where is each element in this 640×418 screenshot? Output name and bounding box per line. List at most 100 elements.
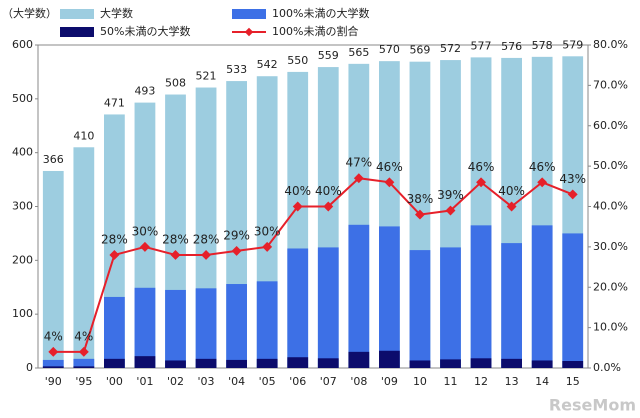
value-label: 39% xyxy=(437,188,464,202)
line-marker xyxy=(384,177,395,188)
x-tick-label: '06 xyxy=(289,375,306,388)
legend-label: 大学数 xyxy=(100,6,133,20)
x-tick-label: '03 xyxy=(198,375,215,388)
legend-label: 100%未満の割合 xyxy=(272,24,358,38)
line-marker xyxy=(567,189,578,200)
value-label: 579 xyxy=(562,38,583,51)
y2-tick-label: 80.0% xyxy=(593,38,628,51)
value-label: 40% xyxy=(284,184,311,198)
bar xyxy=(409,250,431,368)
bar xyxy=(317,247,339,368)
bar xyxy=(470,358,492,368)
value-label: 28% xyxy=(193,232,220,246)
line-marker xyxy=(445,205,456,216)
x-tick-label: '07 xyxy=(320,375,337,388)
bar xyxy=(104,358,125,368)
value-label: 30% xyxy=(254,224,281,238)
x-tick-label: '08 xyxy=(350,375,367,388)
bar xyxy=(379,350,400,368)
y2-tick-label: 30.0% xyxy=(593,240,628,253)
y-axis-label: （大学数） xyxy=(2,6,57,20)
y-tick-label: 100 xyxy=(12,307,33,320)
x-tick-label: '00 xyxy=(106,375,123,388)
value-label: 366 xyxy=(43,153,64,166)
line-marker xyxy=(109,250,120,260)
bar xyxy=(195,288,217,368)
x-tick-label: 13 xyxy=(505,375,519,388)
y-tick-label: 200 xyxy=(12,253,33,266)
y-tick-label: 300 xyxy=(12,200,33,213)
x-tick-label: '02 xyxy=(167,375,184,388)
value-label: 576 xyxy=(501,40,522,53)
value-label: 533 xyxy=(226,63,247,76)
bar xyxy=(195,358,217,368)
y-tick-label: 500 xyxy=(12,92,33,105)
y2-tick-label: 40.0% xyxy=(593,200,628,213)
value-label: 4% xyxy=(44,329,63,343)
value-label: 577 xyxy=(471,39,492,52)
bar xyxy=(440,247,461,368)
bar xyxy=(134,287,156,368)
bar xyxy=(501,358,522,368)
bar xyxy=(531,225,553,368)
watermark: ReseMom xyxy=(549,396,636,415)
bar xyxy=(226,359,247,368)
line xyxy=(53,177,574,353)
line-marker xyxy=(353,173,364,184)
bar xyxy=(562,233,584,368)
value-label: 471 xyxy=(104,96,125,109)
legend-swatch xyxy=(60,27,94,37)
legend-swatch xyxy=(232,9,266,19)
bar xyxy=(165,289,186,368)
bar xyxy=(73,358,95,368)
legend-marker xyxy=(244,27,254,37)
value-label: 521 xyxy=(196,70,217,83)
y2-tick-label: 50.0% xyxy=(593,159,628,172)
bar xyxy=(134,356,156,368)
value-label: 46% xyxy=(529,160,556,174)
value-label: 565 xyxy=(348,46,369,59)
bar xyxy=(287,248,309,368)
x-tick-label: 12 xyxy=(474,375,488,388)
value-label: 550 xyxy=(287,54,308,67)
legend-swatch xyxy=(60,9,94,19)
y2-tick-label: 0.0% xyxy=(593,361,621,374)
legend-label: 50%未満の大学数 xyxy=(100,24,190,38)
x-tick-label: 15 xyxy=(566,375,580,388)
bar xyxy=(379,226,400,368)
bar xyxy=(226,284,247,368)
value-label: 46% xyxy=(468,160,495,174)
x-tick-label: '90 xyxy=(45,375,62,388)
y2-tick-label: 70.0% xyxy=(593,78,628,91)
bar xyxy=(42,359,64,368)
x-tick-label: '04 xyxy=(228,375,245,388)
y2-tick-label: 60.0% xyxy=(593,119,628,132)
line-marker xyxy=(414,209,425,220)
bar xyxy=(531,360,553,368)
value-label: 493 xyxy=(134,85,155,98)
bar xyxy=(440,359,461,368)
line-marker xyxy=(231,245,242,256)
value-label: 572 xyxy=(440,42,461,55)
y2-tick-label: 20.0% xyxy=(593,280,628,293)
bar xyxy=(104,296,125,368)
bar xyxy=(256,358,278,368)
line-marker xyxy=(323,201,334,212)
line-marker xyxy=(292,201,303,212)
value-label: 29% xyxy=(223,228,250,242)
y-tick-label: 600 xyxy=(12,38,33,51)
bar xyxy=(42,366,64,368)
value-label: 559 xyxy=(318,49,339,62)
bar xyxy=(165,360,186,368)
x-tick-label: 14 xyxy=(535,375,549,388)
bar xyxy=(73,366,95,368)
bar xyxy=(317,358,339,368)
value-label: 410 xyxy=(73,129,94,142)
bar xyxy=(287,357,309,368)
value-label: 4% xyxy=(74,329,93,343)
legend-label: 100%未満の大学数 xyxy=(272,6,369,20)
x-tick-label: 10 xyxy=(413,375,427,388)
line-marker xyxy=(476,177,487,188)
line-marker xyxy=(170,250,181,260)
